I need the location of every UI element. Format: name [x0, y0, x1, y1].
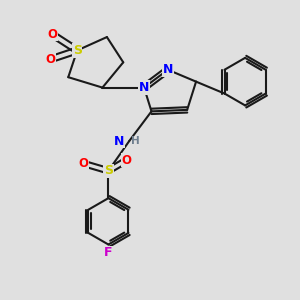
Text: O: O — [47, 28, 57, 40]
Text: N: N — [163, 63, 173, 76]
Text: F: F — [104, 246, 112, 259]
Text: N: N — [139, 81, 149, 94]
Text: N: N — [114, 135, 125, 148]
Text: O: O — [45, 53, 56, 66]
Text: S: S — [104, 164, 113, 177]
Text: S: S — [73, 44, 82, 57]
Text: H: H — [131, 136, 140, 146]
Text: O: O — [121, 154, 131, 167]
Text: O: O — [78, 157, 88, 170]
